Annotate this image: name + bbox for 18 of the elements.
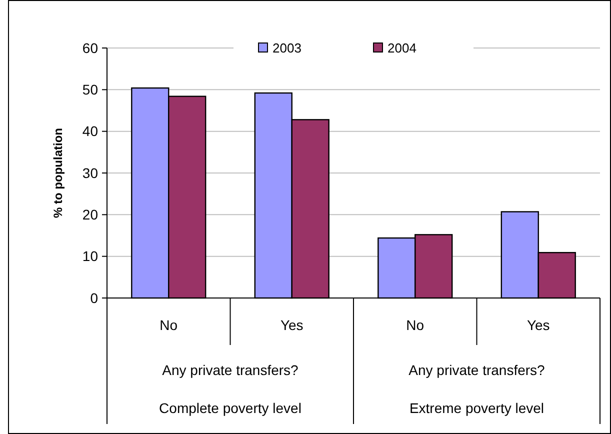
x-tick-label: No [160,316,178,333]
y-tick-label: 10 [82,248,98,264]
y-tick-label: 30 [82,164,98,181]
x-tick-label: Yes [526,316,550,333]
x-tick-label: No [406,316,424,333]
y-tick-label: 20 [82,206,98,223]
text: Any private transfers? [162,362,299,378]
legend-label: 2004 [388,40,416,56]
text: Any private transfers? [408,362,546,378]
legend-label: 2003 [272,40,302,56]
text: Extreme poverty level [409,400,544,416]
y-tick-label: 0 [90,290,98,306]
y-tick-label: 40 [82,123,98,140]
y-axis-title: % to population [51,128,65,218]
y-tick-label: 60 [82,40,98,56]
x-tick-label: Yes [280,316,304,333]
text: Complete poverty level [159,400,302,416]
y-tick-label: 50 [82,82,98,98]
